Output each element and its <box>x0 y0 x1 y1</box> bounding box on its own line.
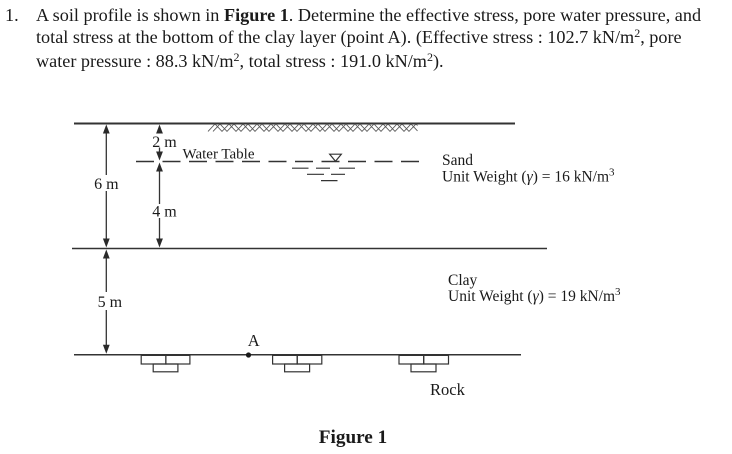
svg-text:Sand: Sand <box>442 152 473 169</box>
svg-text:Figure 1: Figure 1 <box>319 427 387 448</box>
svg-text:2 m: 2 m <box>152 134 177 151</box>
svg-text:Unit Weight (γ) = 19 kN/m3: Unit Weight (γ) = 19 kN/m3 <box>448 286 621 305</box>
svg-text:4 m: 4 m <box>152 204 177 221</box>
svg-text:Rock: Rock <box>430 380 466 399</box>
svg-text:Clay: Clay <box>448 272 478 289</box>
svg-text:6 m: 6 m <box>94 176 119 193</box>
svg-text:Unit Weight (γ) = 16 kN/m3: Unit Weight (γ) = 16 kN/m3 <box>442 167 615 186</box>
svg-text:A: A <box>248 331 260 350</box>
svg-text:Water Table: Water Table <box>183 147 255 163</box>
svg-text:5 m: 5 m <box>98 294 123 311</box>
